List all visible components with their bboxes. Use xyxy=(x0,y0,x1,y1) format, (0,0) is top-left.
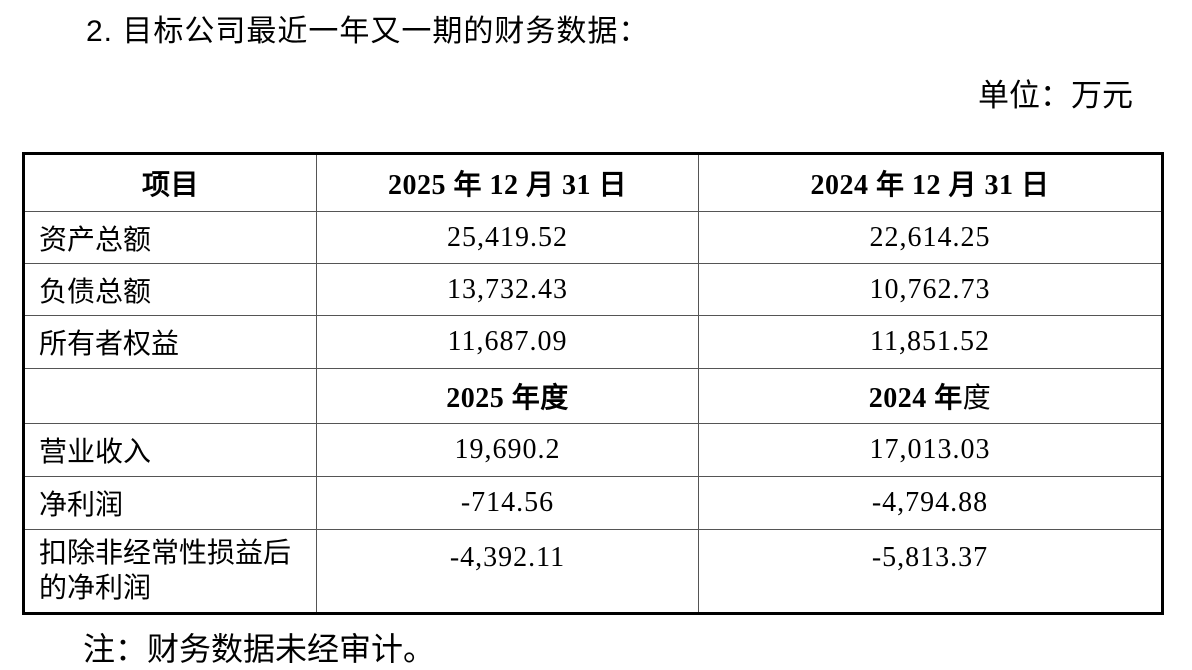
row-label-owners-equity: 所有者权益 xyxy=(23,315,317,369)
row-label-net-profit: 净利润 xyxy=(23,476,317,530)
header-date-2024: 2024 年 12 月 31 日 xyxy=(698,153,1163,212)
section-title: 2. 目标公司最近一年又一期的财务数据： xyxy=(86,15,650,48)
net-profit-2024: -4,794.88 xyxy=(698,476,1163,530)
table-row: 资产总额 25,419.52 22,614.25 xyxy=(23,211,1163,264)
period-2025-bold: 2025 年度 xyxy=(446,383,569,414)
table-row: 扣除非经常性损益后的净利润 -4,392.11 -5,813.37 xyxy=(23,529,1163,614)
wrapped-label: 扣除非经常性损益后的净利润 xyxy=(39,538,292,604)
row-label-net-profit-excl-nonrecurring: 扣除非经常性损益后的净利润 xyxy=(23,529,317,614)
row-label-operating-revenue: 营业收入 xyxy=(23,423,317,477)
header-date-2025: 2025 年 12 月 31 日 xyxy=(316,153,699,212)
row-label-total-liabilities: 负债总额 xyxy=(23,263,317,316)
net-profit-excl-nonrecurring-2024: -5,813.37 xyxy=(698,529,1163,614)
table-row: 负债总额 13,732.43 10,762.73 xyxy=(23,263,1163,316)
net-profit-excl-nonrecurring-2025: -4,392.11 xyxy=(316,529,699,614)
financial-data-table: 项目 2025 年 12 月 31 日 2024 年 12 月 31 日 资产总… xyxy=(22,152,1164,615)
total-assets-2025: 25,419.52 xyxy=(316,211,699,264)
footnote: 注：财务数据未经审计。 xyxy=(83,631,436,667)
period-header-empty xyxy=(23,368,317,424)
period-2024-normal: 度 xyxy=(962,383,992,414)
operating-revenue-2024: 17,013.03 xyxy=(698,423,1163,477)
header-item: 项目 xyxy=(23,153,317,212)
table-row: 营业收入 19,690.2 17,013.03 xyxy=(23,423,1163,477)
table-row: 净利润 -714.56 -4,794.88 xyxy=(23,476,1163,530)
table-header-row: 项目 2025 年 12 月 31 日 2024 年 12 月 31 日 xyxy=(23,153,1163,212)
period-header-row: 2025 年度 2024 年度 xyxy=(23,368,1163,424)
row-label-total-assets: 资产总额 xyxy=(23,211,317,264)
table-row: 所有者权益 11,687.09 11,851.52 xyxy=(23,315,1163,369)
owners-equity-2025: 11,687.09 xyxy=(316,315,699,369)
operating-revenue-2025: 19,690.2 xyxy=(316,423,699,477)
net-profit-2025: -714.56 xyxy=(316,476,699,530)
period-header-2025: 2025 年度 xyxy=(316,368,699,424)
total-liabilities-2025: 13,732.43 xyxy=(316,263,699,316)
period-header-2024: 2024 年度 xyxy=(698,368,1163,424)
unit-label: 单位：万元 xyxy=(978,78,1133,113)
total-liabilities-2024: 10,762.73 xyxy=(698,263,1163,316)
total-assets-2024: 22,614.25 xyxy=(698,211,1163,264)
period-2024-bold: 2024 年 xyxy=(868,383,963,414)
owners-equity-2024: 11,851.52 xyxy=(698,315,1163,369)
